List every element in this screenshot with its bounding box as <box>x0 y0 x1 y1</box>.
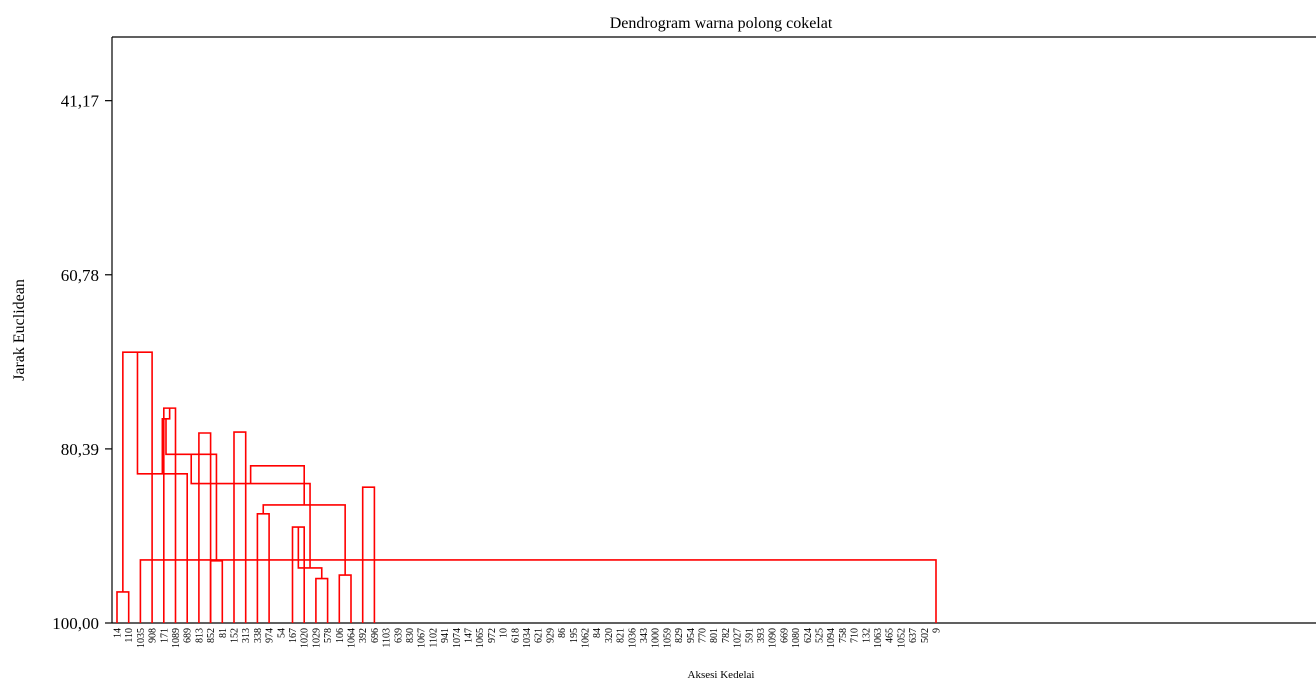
leaf-label: 343 <box>639 628 650 643</box>
leaf-label: 1059 <box>662 628 673 648</box>
leaf-label: 313 <box>241 628 252 643</box>
leaf-label: 132 <box>861 628 872 643</box>
leaf-label: 393 <box>756 628 767 643</box>
leaf-label: 338 <box>253 628 264 643</box>
leaf-label: 1074 <box>452 628 463 648</box>
branch-link <box>233 431 247 623</box>
leaf-label: 1094 <box>826 628 837 648</box>
leaf-label: 86 <box>557 628 568 638</box>
leaf-label: 1102 <box>428 628 439 648</box>
y-tick-label: 80,39 <box>61 440 99 459</box>
leaf-label: 624 <box>803 628 814 643</box>
leaf-label: 320 <box>604 628 615 643</box>
leaf-label: 81 <box>218 628 229 638</box>
leaf-label: 171 <box>159 628 170 643</box>
branch-link <box>136 352 188 623</box>
leaf-label: 1000 <box>651 628 662 648</box>
leaf-label: 813 <box>194 628 205 643</box>
leaf-label: 908 <box>148 628 159 643</box>
leaf-label: 1062 <box>581 628 592 648</box>
branch-link <box>249 465 305 505</box>
branch-link <box>297 527 323 579</box>
leaf-label: 801 <box>709 628 720 643</box>
leaf-label: 578 <box>323 628 334 643</box>
leaf-label: 710 <box>850 628 861 643</box>
leaf-label: 1035 <box>136 628 147 648</box>
leaf-label: 195 <box>569 628 580 643</box>
leaf-label: 1027 <box>733 628 744 648</box>
branch-link <box>116 591 130 623</box>
y-axis-label: Jarak Euclidean <box>11 279 28 381</box>
leaf-label: 1020 <box>300 628 311 648</box>
leaf-label: 637 <box>908 628 919 643</box>
leaf-label: 1080 <box>791 628 802 648</box>
y-ticks: 41,17 60,78 80,39 100,00 <box>52 92 112 633</box>
leaf-label: 821 <box>616 628 627 643</box>
leaf-label: 152 <box>230 628 241 643</box>
leaf-label: 110 <box>124 628 135 643</box>
leaf-label: 1090 <box>768 628 779 648</box>
leaf-label: 830 <box>405 628 416 643</box>
leaf-label: 618 <box>510 628 521 643</box>
leaf-label: 167 <box>288 628 299 643</box>
branch-link <box>139 559 937 623</box>
leaf-label: 1063 <box>873 628 884 648</box>
leaf-label: 696 <box>370 628 381 643</box>
leaf-label: 1067 <box>417 628 428 648</box>
leaf-label: 1036 <box>627 628 638 648</box>
leaf-labels: 14 110 1035 908 171 1089 689 813 852 81 152 313 338 9… <box>113 628 943 648</box>
dendrogram-branches <box>116 351 937 623</box>
chart-title: Dendrogram warna polong cokelat <box>610 15 833 32</box>
leaf-label: 770 <box>698 628 709 643</box>
leaf-label: 591 <box>744 628 755 643</box>
branch-link <box>163 407 177 623</box>
leaf-label: 1034 <box>522 628 533 648</box>
leaf-label: 9 <box>932 628 943 633</box>
leaf-label: 782 <box>721 628 732 643</box>
leaf-label: 689 <box>183 628 194 643</box>
leaf-label: 392 <box>358 628 369 643</box>
branch-link <box>291 526 305 623</box>
leaf-label: 465 <box>885 628 896 643</box>
leaf-label: 669 <box>779 628 790 643</box>
leaf-label: 829 <box>674 628 685 643</box>
leaf-label: 1089 <box>171 628 182 648</box>
branch-link <box>256 512 270 623</box>
leaf-label: 929 <box>545 628 556 643</box>
leaf-label: 502 <box>920 628 931 643</box>
y-tick-label: 100,00 <box>52 614 99 633</box>
leaf-label: 1029 <box>311 628 322 648</box>
branch-link <box>209 560 224 623</box>
branch-link <box>198 432 212 623</box>
leaf-label: 14 <box>113 628 124 638</box>
leaf-label: 639 <box>393 628 404 643</box>
branch-link <box>338 574 352 623</box>
leaf-label: 10 <box>499 628 510 638</box>
leaf-label: 106 <box>335 628 346 643</box>
leaf-label: 1064 <box>347 628 358 648</box>
y-tick-label: 60,78 <box>61 266 99 285</box>
leaf-label: 954 <box>686 628 697 643</box>
leaf-label: 972 <box>487 628 498 643</box>
branch-link <box>361 486 376 623</box>
leaf-label: 147 <box>464 628 475 643</box>
leaf-label: 525 <box>815 628 826 643</box>
branch-link <box>315 577 329 623</box>
y-tick-label: 41,17 <box>61 92 100 111</box>
leaf-label: 941 <box>440 628 451 643</box>
leaf-label: 852 <box>206 628 217 643</box>
leaf-label: 1065 <box>475 628 486 648</box>
leaf-label: 1052 <box>896 628 907 648</box>
branch-link <box>165 418 218 561</box>
leaf-label: 84 <box>592 628 603 638</box>
leaf-label: 54 <box>276 628 287 638</box>
leaf-label: 621 <box>534 628 545 643</box>
leaf-label: 1103 <box>382 628 393 648</box>
leaf-label: 758 <box>838 628 849 643</box>
x-axis-label: Aksesi Kedelai <box>688 669 755 681</box>
leaf-label: 974 <box>265 628 276 643</box>
